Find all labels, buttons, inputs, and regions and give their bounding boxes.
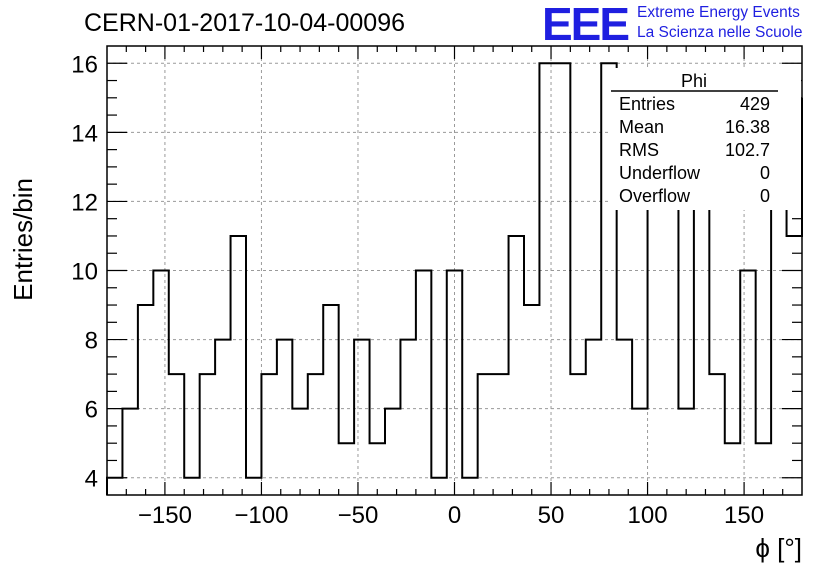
y-tick-labels: 4 6 8 10 12 14 16	[71, 51, 98, 492]
y-tick-label: 16	[71, 51, 98, 78]
stats-row-label: RMS	[619, 140, 659, 160]
x-tick-label: −50	[338, 502, 379, 529]
stats-row-value: 0	[760, 186, 770, 206]
x-tick-label: 100	[628, 502, 668, 529]
x-tick-label: 0	[448, 502, 461, 529]
eee-logo: EEE	[542, 0, 630, 50]
stats-title: Phi	[681, 71, 707, 91]
x-axis-label: ϕ [°]	[755, 533, 802, 563]
stats-row-value: 429	[740, 94, 770, 114]
y-tick-label: 8	[85, 328, 98, 355]
stats-row-label: Mean	[619, 117, 664, 137]
y-tick-label: 4	[85, 466, 98, 493]
x-tick-label: 150	[724, 502, 764, 529]
y-tick-label: 6	[85, 397, 98, 424]
stats-row-value: 16.38	[725, 117, 770, 137]
stats-row-label: Overflow	[619, 186, 691, 206]
stats-row-label: Underflow	[619, 163, 701, 183]
y-tick-label: 14	[71, 120, 98, 147]
logo-caption-line1: Extreme Energy Events	[637, 4, 800, 21]
stats-box: Phi Entries 429 Mean 16.38 RMS 102.7 Underflow…	[609, 68, 801, 210]
x-tick-labels: −150 −100 −50 0 50 100 150	[138, 502, 764, 529]
histogram-step-line	[106, 62, 803, 495]
x-tick-label: −150	[138, 502, 192, 529]
x-tick-label: 50	[538, 502, 565, 529]
run-title: CERN-01-2017-10-04-00096	[84, 9, 406, 37]
x-tick-label: −100	[234, 502, 288, 529]
logo-caption: Extreme Energy Events La Scienza nelle S…	[637, 3, 802, 43]
stats-row-value: 0	[760, 163, 770, 183]
stats-row-value: 102.7	[725, 140, 770, 160]
y-axis-label: Entries/bin	[8, 178, 38, 301]
logo-caption-line2: La Scienza nelle Scuole	[637, 24, 803, 41]
stats-row-label: Entries	[619, 94, 675, 114]
y-tick-label: 10	[71, 259, 98, 286]
y-tick-label: 12	[71, 189, 98, 216]
